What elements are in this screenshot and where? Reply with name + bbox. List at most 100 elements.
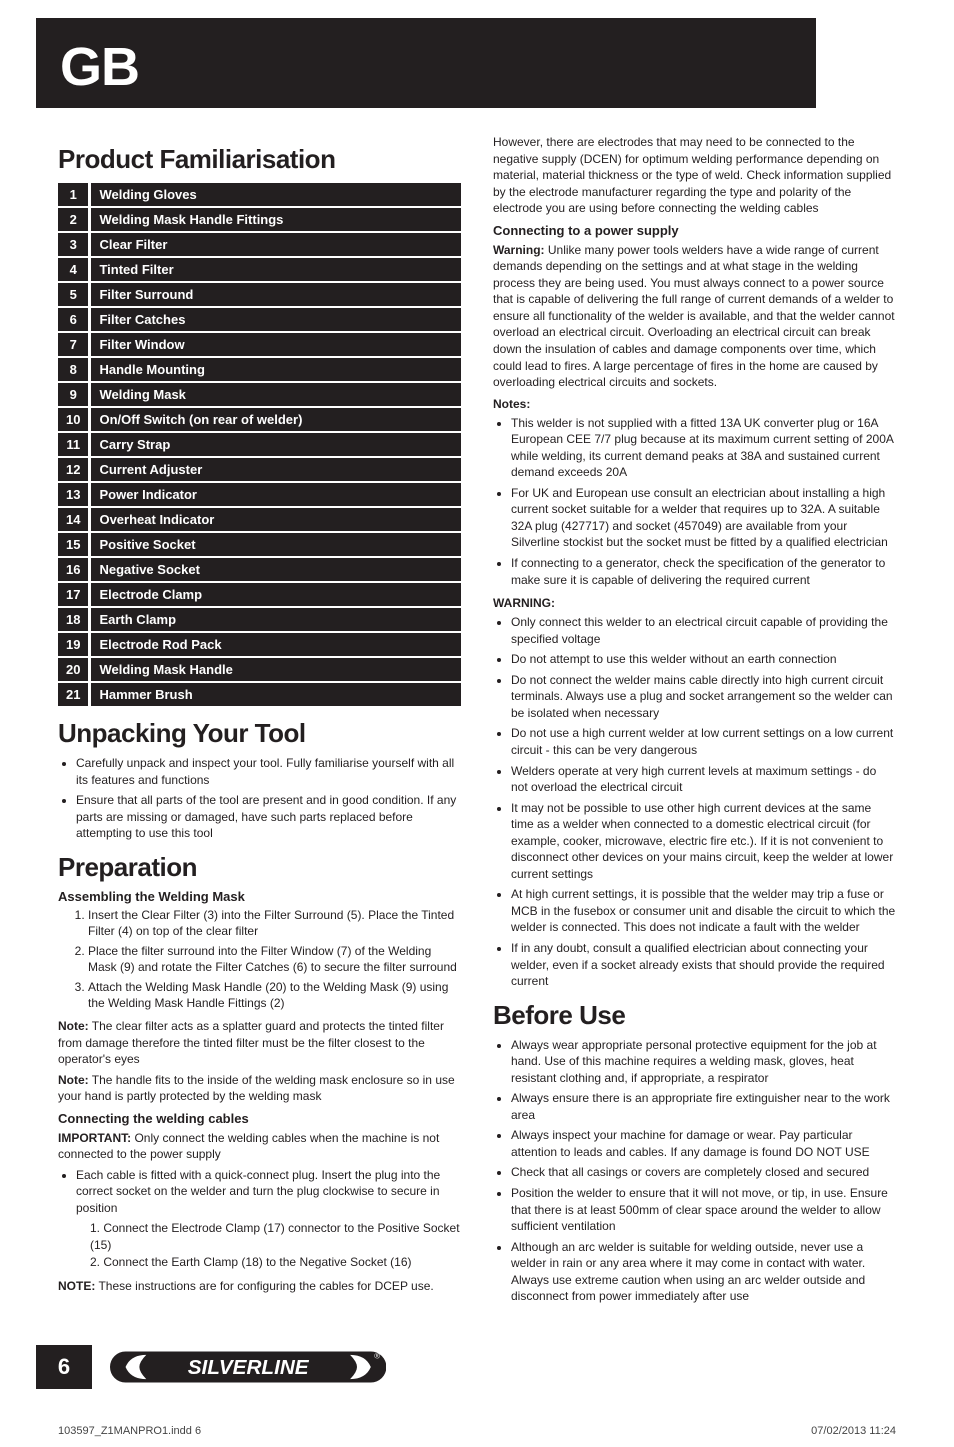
part-number: 16 bbox=[58, 558, 91, 581]
part-number: 8 bbox=[58, 358, 91, 381]
subheading-cables: Connecting the welding cables bbox=[58, 1111, 461, 1126]
table-row: 19Electrode Rod Pack bbox=[58, 633, 461, 656]
two-column-layout: Product Familiarisation 1Welding Gloves2… bbox=[58, 134, 896, 1313]
assembling-steps: Insert the Clear Filter (3) into the Fil… bbox=[58, 907, 461, 1012]
part-number: 21 bbox=[58, 683, 91, 706]
part-number: 12 bbox=[58, 458, 91, 481]
footer: 6 SILVERLINE ® bbox=[58, 1345, 896, 1389]
part-number: 11 bbox=[58, 433, 91, 456]
silverline-logo: SILVERLINE ® bbox=[110, 1348, 386, 1386]
part-name: Hammer Brush bbox=[91, 683, 461, 706]
part-name: Filter Catches bbox=[91, 308, 461, 331]
list-item: This welder is not supplied with a fitte… bbox=[511, 415, 896, 481]
warning-label-block: WARNING: bbox=[493, 596, 896, 610]
part-name: Current Adjuster bbox=[91, 458, 461, 481]
print-meta: 103597_Z1MANPRO1.indd 6 07/02/2013 11:24 bbox=[58, 1425, 896, 1437]
table-row: 14Overheat Indicator bbox=[58, 508, 461, 531]
part-number: 1 bbox=[58, 183, 91, 206]
table-row: 10On/Off Switch (on rear of welder) bbox=[58, 408, 461, 431]
note-label: NOTE: bbox=[58, 1279, 95, 1293]
list-item: Although an arc welder is suitable for w… bbox=[511, 1239, 896, 1305]
table-row: 4Tinted Filter bbox=[58, 258, 461, 281]
part-name: Handle Mounting bbox=[91, 358, 461, 381]
part-number: 20 bbox=[58, 658, 91, 681]
file-name: 103597_Z1MANPRO1.indd 6 bbox=[58, 1425, 201, 1437]
note-label: Note: bbox=[58, 1019, 89, 1033]
part-name: Tinted Filter bbox=[91, 258, 461, 281]
language-code: GB bbox=[60, 37, 139, 97]
subheading-assembling: Assembling the Welding Mask bbox=[58, 889, 461, 904]
part-number: 15 bbox=[58, 533, 91, 556]
list-item: At high current settings, it is possible… bbox=[511, 886, 896, 936]
svg-text:®: ® bbox=[374, 1351, 380, 1360]
heading-product-familiarisation: Product Familiarisation bbox=[58, 144, 461, 175]
logo-text: SILVERLINE bbox=[188, 1356, 310, 1379]
part-number: 10 bbox=[58, 408, 91, 431]
step-item: Attach the Welding Mask Handle (20) to t… bbox=[88, 979, 461, 1012]
part-name: Negative Socket bbox=[91, 558, 461, 581]
part-name: Power Indicator bbox=[91, 483, 461, 506]
cable-step-2: 2. Connect the Earth Clamp (18) to the N… bbox=[90, 1254, 461, 1271]
before-use-list: Always wear appropriate personal protect… bbox=[493, 1037, 896, 1305]
note-label: Note: bbox=[58, 1073, 89, 1087]
warning-label: Warning: bbox=[493, 243, 545, 257]
cable-step-1: 1. Connect the Electrode Clamp (17) conn… bbox=[90, 1220, 461, 1253]
note-text: These instructions are for configuring t… bbox=[95, 1279, 433, 1293]
part-number: 18 bbox=[58, 608, 91, 631]
part-name: Welding Gloves bbox=[91, 183, 461, 206]
language-header: GB bbox=[36, 18, 816, 108]
intro-paragraph: However, there are electrodes that may n… bbox=[493, 134, 896, 217]
notes-label: Notes: bbox=[493, 397, 896, 411]
table-row: 12Current Adjuster bbox=[58, 458, 461, 481]
note-dcep: NOTE: These instructions are for configu… bbox=[58, 1278, 461, 1295]
part-number: 4 bbox=[58, 258, 91, 281]
table-row: 18Earth Clamp bbox=[58, 608, 461, 631]
cable-list: Each cable is fitted with a quick-connec… bbox=[58, 1167, 461, 1270]
note-handle: Note: The handle fits to the inside of t… bbox=[58, 1072, 461, 1105]
table-row: 1Welding Gloves bbox=[58, 183, 461, 206]
table-row: 21Hammer Brush bbox=[58, 683, 461, 706]
table-row: 6Filter Catches bbox=[58, 308, 461, 331]
part-name: Welding Mask Handle Fittings bbox=[91, 208, 461, 231]
part-name: Electrode Clamp bbox=[91, 583, 461, 606]
note-text: The clear filter acts as a splatter guar… bbox=[58, 1019, 444, 1066]
important-label: IMPORTANT: bbox=[58, 1131, 131, 1145]
table-row: 9Welding Mask bbox=[58, 383, 461, 406]
table-row: 17Electrode Clamp bbox=[58, 583, 461, 606]
list-item: It may not be possible to use other high… bbox=[511, 800, 896, 883]
part-number: 19 bbox=[58, 633, 91, 656]
notes-list: This welder is not supplied with a fitte… bbox=[493, 415, 896, 588]
note-text: The handle fits to the inside of the wel… bbox=[58, 1073, 455, 1104]
important-cables: IMPORTANT: Only connect the welding cabl… bbox=[58, 1130, 461, 1163]
part-name: Positive Socket bbox=[91, 533, 461, 556]
table-row: 16Negative Socket bbox=[58, 558, 461, 581]
part-number: 6 bbox=[58, 308, 91, 331]
part-number: 13 bbox=[58, 483, 91, 506]
warning-text: Unlike many power tools welders have a w… bbox=[493, 243, 895, 389]
cable-bullet: Each cable is fitted with a quick-connec… bbox=[76, 1167, 461, 1270]
list-item: Ensure that all parts of the tool are pr… bbox=[76, 792, 461, 842]
part-number: 9 bbox=[58, 383, 91, 406]
step-item: Place the filter surround into the Filte… bbox=[88, 943, 461, 976]
list-item: Check that all casings or covers are com… bbox=[511, 1164, 896, 1181]
subheading-power: Connecting to a power supply bbox=[493, 223, 896, 238]
part-number: 5 bbox=[58, 283, 91, 306]
table-row: 7Filter Window bbox=[58, 333, 461, 356]
list-item: Do not use a high current welder at low … bbox=[511, 725, 896, 758]
table-row: 2Welding Mask Handle Fittings bbox=[58, 208, 461, 231]
list-item: Always ensure there is an appropriate fi… bbox=[511, 1090, 896, 1123]
part-number: 17 bbox=[58, 583, 91, 606]
heading-before-use: Before Use bbox=[493, 1000, 896, 1031]
step-item: Insert the Clear Filter (3) into the Fil… bbox=[88, 907, 461, 940]
part-name: Clear Filter bbox=[91, 233, 461, 256]
table-row: 15Positive Socket bbox=[58, 533, 461, 556]
note-clear-filter: Note: The clear filter acts as a splatte… bbox=[58, 1018, 461, 1068]
heading-unpacking: Unpacking Your Tool bbox=[58, 718, 461, 749]
power-warning: Warning: Unlike many power tools welders… bbox=[493, 242, 896, 391]
list-item: Only connect this welder to an electrica… bbox=[511, 614, 896, 647]
list-item: Position the welder to ensure that it wi… bbox=[511, 1185, 896, 1235]
part-name: Carry Strap bbox=[91, 433, 461, 456]
list-item: Always inspect your machine for damage o… bbox=[511, 1127, 896, 1160]
list-item: If connecting to a generator, check the … bbox=[511, 555, 896, 588]
table-row: 3Clear Filter bbox=[58, 233, 461, 256]
